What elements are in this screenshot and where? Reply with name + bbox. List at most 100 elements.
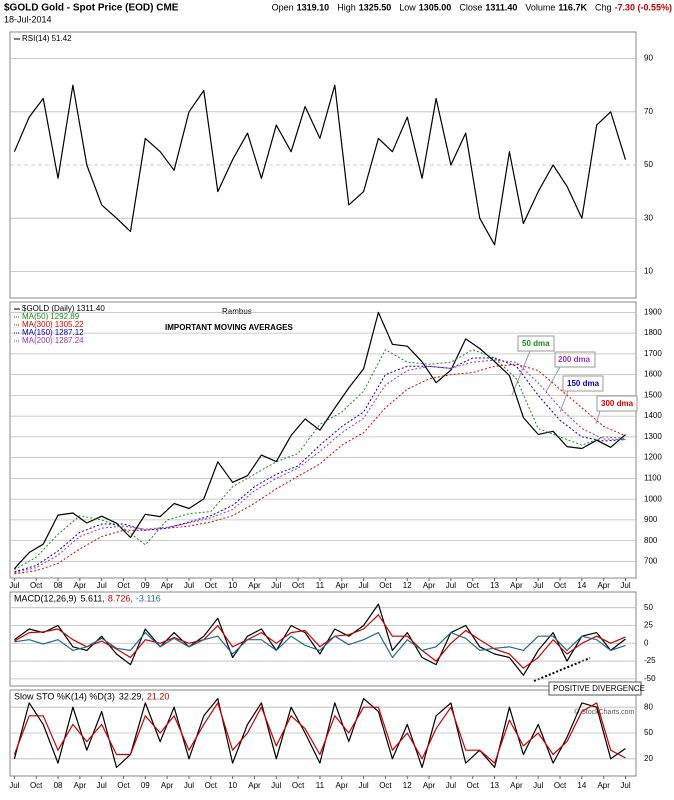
quote-label: Volume (525, 2, 555, 12)
quote-label: Chg (595, 2, 612, 12)
x-tick-label: Oct (30, 781, 43, 790)
legend-value: 8.726, (108, 593, 133, 603)
legend-value: 51.42 (52, 34, 73, 43)
callout-box (517, 335, 555, 352)
series-line (14, 614, 626, 669)
y-tick-label: 50 (644, 603, 653, 612)
x-tick-label: 11 (316, 781, 325, 790)
x-tick-label: Apr (336, 781, 349, 790)
x-tick-label: Oct (379, 781, 392, 790)
y-tick-label: 1400 (644, 411, 662, 420)
legend-value: 1287.24 (55, 336, 84, 345)
legend-name: MA(150) (22, 328, 53, 337)
series-line (14, 359, 626, 574)
y-tick-label: -25 (644, 656, 656, 665)
series-line (14, 357, 626, 573)
x-tick-label: Oct (467, 781, 480, 790)
legend-label: Slow STO %K(14) %D(3) (14, 691, 115, 701)
chart-title: $GOLD Gold - Spot Price (EOD) CME (4, 3, 179, 14)
y-tick-label: 70 (644, 107, 653, 116)
quote-label: Close (459, 2, 482, 12)
x-tick-label: Jul (446, 781, 456, 790)
series-line (13, 702, 626, 764)
annotation: POSITIVE DIVERGENCE (553, 684, 645, 693)
legend-value: 1311.40 (76, 304, 105, 313)
y-tick-label: 1300 (644, 432, 662, 441)
y-tick-label: 30 (644, 213, 653, 222)
legend-name: $GOLD (Daily) (22, 304, 75, 313)
quote-label: Open (272, 2, 294, 12)
legend-name: MA(300) (22, 320, 53, 329)
y-tick-label: -50 (644, 674, 656, 683)
y-tick-label: 50 (644, 160, 653, 169)
date: 18-Jul-2014 (4, 14, 52, 24)
callout-pointer (595, 410, 601, 425)
x-tick-label: 09 (141, 781, 150, 790)
y-tick-label: 10 (644, 267, 653, 276)
x-tick-label: Jul (97, 781, 107, 790)
x-tick-label: Apr (597, 581, 610, 590)
x-tick-label: Jul (271, 781, 281, 790)
callout-box (548, 681, 642, 696)
x-tick-label: Jul (9, 781, 19, 790)
x-tick-label: Apr (336, 581, 349, 590)
x-tick-label: Jul (97, 581, 107, 590)
quote-value: 116.7K (558, 2, 587, 12)
x-tick-label: Oct (205, 781, 218, 790)
y-tick-label: 1700 (644, 349, 662, 358)
x-tick-label: Jul (533, 581, 543, 590)
series-line (13, 311, 626, 570)
x-tick-label: Apr (74, 781, 87, 790)
annotation: IMPORTANT MOVING AVERAGES (165, 323, 294, 332)
legend-value: 1305.22 (55, 320, 84, 329)
x-tick-label: 08 (54, 581, 63, 590)
x-tick-label: Apr (248, 781, 261, 790)
series-line (14, 603, 626, 676)
x-tick-label: Oct (292, 581, 305, 590)
x-tick-label: Jul (271, 581, 281, 590)
x-tick-label: 14 (577, 781, 586, 790)
x-tick-label: 10 (228, 781, 237, 790)
annotation: 50 dma (522, 339, 550, 348)
y-tick-label: 1900 (644, 307, 662, 316)
legend-value: 1292.89 (50, 312, 79, 321)
legend-name: RSI(14) (22, 34, 50, 43)
quote-value: 1305.00 (419, 2, 452, 12)
y-tick-label: 20 (644, 754, 653, 763)
y-tick-label: 0 (644, 638, 649, 647)
callout-box (554, 351, 596, 368)
series-line (13, 698, 626, 768)
legend-label: MACD(12,26,9) (14, 593, 77, 603)
callout-pointer (559, 390, 569, 413)
y-tick-label: 50 (644, 728, 653, 737)
y-tick-label: 800 (644, 536, 658, 545)
callout-pointer (545, 366, 561, 393)
x-tick-label: Oct (467, 581, 480, 590)
x-tick-label: Apr (423, 581, 436, 590)
x-tick-label: 11 (316, 581, 325, 590)
x-tick-label: Jul (184, 781, 194, 790)
annotation: 150 dma (567, 379, 600, 388)
x-tick-label: Oct (554, 781, 567, 790)
x-tick-label: Jul (184, 581, 194, 590)
x-tick-label: Apr (510, 781, 523, 790)
annotation: 300 dma (601, 399, 634, 408)
x-tick-label: 09 (141, 581, 150, 590)
copyright: © StockCharts.com (574, 708, 635, 716)
x-tick-label: 14 (577, 581, 586, 590)
x-tick-label: Jul (446, 581, 456, 590)
series-line (13, 84, 627, 246)
quote-label: Low (399, 2, 416, 12)
x-tick-label: 12 (403, 581, 412, 590)
quote-value: 1311.40 (485, 2, 517, 12)
legend-name: MA(50) (22, 312, 49, 321)
y-tick-label: 25 (644, 621, 653, 630)
macd-frame (9, 591, 637, 687)
y-tick-label: 1100 (644, 474, 662, 483)
x-tick-label: Apr (161, 581, 174, 590)
x-tick-label: Jul (620, 581, 630, 590)
x-tick-label: Jul (9, 581, 19, 590)
